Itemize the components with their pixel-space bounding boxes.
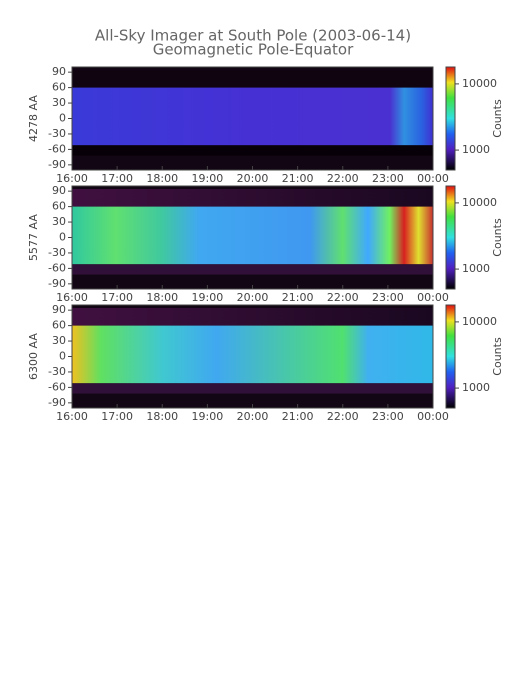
x-tick-label: 18:00: [146, 172, 178, 185]
x-tick-label: 16:00: [56, 172, 88, 185]
y-tick-label: 90: [52, 65, 66, 78]
colorbar-tick-label: 1000: [462, 381, 490, 394]
x-tick-label: 00:00: [417, 410, 449, 423]
y-tick-label: 90: [52, 184, 66, 197]
x-tick-label: 22:00: [327, 172, 359, 185]
x-tick-label: 22:00: [327, 291, 359, 304]
y-axis-label: 6300 AA: [27, 333, 40, 380]
x-tick-label: 21:00: [282, 172, 314, 185]
y-tick-label: -30: [48, 127, 66, 140]
x-tick-label: 19:00: [192, 410, 224, 423]
y-tick-label: -60: [48, 142, 66, 155]
x-tick-label: 16:00: [56, 410, 88, 423]
x-tick-label: 00:00: [417, 172, 449, 185]
x-tick-label: 23:00: [372, 410, 404, 423]
colorbar: [445, 304, 456, 409]
y-tick-label: -90: [48, 396, 66, 409]
y-tick-label: 30: [52, 334, 66, 347]
x-tick-label: 23:00: [372, 291, 404, 304]
colorbar-tick-label: 1000: [462, 262, 490, 275]
y-tick-label: 60: [52, 200, 66, 213]
chart-subtitle: Geomagnetic Pole-Equator: [153, 41, 354, 59]
x-tick-label: 00:00: [417, 291, 449, 304]
x-tick-label: 22:00: [327, 410, 359, 423]
x-tick-label: 17:00: [101, 410, 133, 423]
y-tick-label: 90: [52, 303, 66, 316]
image-band: [72, 87, 433, 146]
colorbar-label: Counts: [491, 337, 504, 376]
image-band-bottom: [72, 264, 433, 275]
image-band-bottom: [72, 145, 433, 156]
y-tick-label: 30: [52, 96, 66, 109]
image-band-top: [72, 70, 433, 88]
y-axis-label: 5577 AA: [27, 214, 40, 261]
colorbar-label: Counts: [491, 99, 504, 138]
x-tick-label: 20:00: [237, 172, 269, 185]
x-tick-label: 19:00: [192, 172, 224, 185]
y-tick-label: 30: [52, 215, 66, 228]
y-tick-label: -90: [48, 158, 66, 171]
image-band-top: [72, 189, 433, 207]
image-band-top: [72, 308, 433, 326]
x-tick-label: 18:00: [146, 291, 178, 304]
y-axis-label: 4278 AA: [27, 95, 40, 142]
x-tick-label: 16:00: [56, 291, 88, 304]
y-tick-label: -90: [48, 277, 66, 290]
x-tick-label: 23:00: [372, 172, 404, 185]
y-tick-label: 0: [59, 350, 66, 363]
y-tick-label: 60: [52, 81, 66, 94]
image-band: [72, 325, 433, 384]
image-band-bottom: [72, 383, 433, 394]
y-tick-label: -60: [48, 261, 66, 274]
colorbar-tick-label: 10000: [462, 77, 497, 90]
x-tick-label: 20:00: [237, 410, 269, 423]
y-tick-label: -60: [48, 380, 66, 393]
image-band: [72, 206, 433, 265]
x-tick-label: 17:00: [101, 172, 133, 185]
y-tick-label: 0: [59, 231, 66, 244]
chart-title: All-Sky Imager at South Pole (2003-06-14…: [95, 27, 411, 45]
colorbar-tick-label: 10000: [462, 196, 497, 209]
y-tick-label: -30: [48, 246, 66, 259]
x-tick-label: 19:00: [192, 291, 224, 304]
colorbar-label: Counts: [491, 218, 504, 257]
x-tick-label: 17:00: [101, 291, 133, 304]
colorbar: [445, 66, 456, 171]
y-tick-label: -30: [48, 365, 66, 378]
x-tick-label: 18:00: [146, 410, 178, 423]
colorbar-tick-label: 1000: [462, 143, 490, 156]
x-tick-label: 21:00: [282, 410, 314, 423]
colorbar-tick-label: 10000: [462, 315, 497, 328]
y-tick-label: 60: [52, 319, 66, 332]
x-tick-label: 20:00: [237, 291, 269, 304]
colorbar: [445, 185, 456, 290]
y-tick-label: 0: [59, 112, 66, 125]
x-tick-label: 21:00: [282, 291, 314, 304]
